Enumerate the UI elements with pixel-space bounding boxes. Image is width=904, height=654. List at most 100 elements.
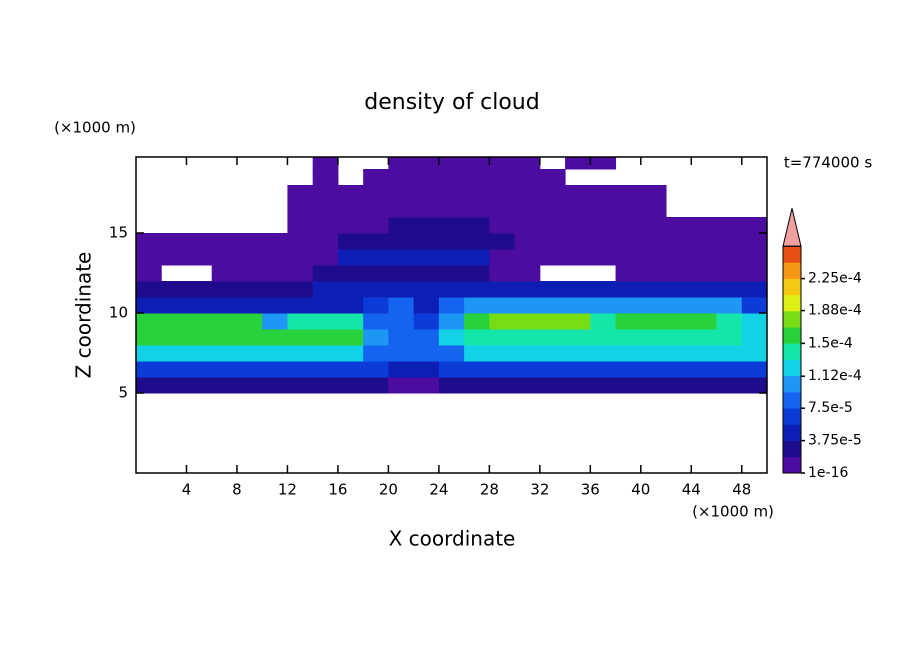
contour-cell bbox=[161, 233, 187, 250]
x-tick-label: 44 bbox=[682, 481, 701, 499]
x-unit: (×1000 m) bbox=[692, 503, 774, 521]
contour-cell bbox=[666, 249, 692, 266]
contour-cell bbox=[565, 249, 591, 266]
contour-cell bbox=[413, 361, 440, 378]
colorbar-tick-label: 1e-16 bbox=[808, 465, 848, 481]
colorbar-band bbox=[783, 424, 801, 441]
colorbar-band bbox=[783, 456, 801, 474]
x-tick-label: 32 bbox=[530, 481, 549, 499]
contour-cell bbox=[716, 265, 743, 282]
contour-cell bbox=[514, 297, 541, 314]
contour-cell bbox=[565, 377, 591, 394]
time-annotation: t=774000 s bbox=[784, 154, 872, 172]
contour-cell bbox=[640, 281, 667, 298]
contour-cell bbox=[716, 297, 743, 314]
contour-cell bbox=[262, 313, 288, 330]
contour-cell bbox=[539, 201, 566, 218]
contour-cell bbox=[388, 157, 415, 170]
colorbar-band bbox=[783, 359, 801, 377]
contour-cell bbox=[413, 201, 440, 218]
contour-cell bbox=[413, 233, 440, 250]
contour-cell bbox=[716, 249, 743, 266]
contour-cell bbox=[539, 377, 566, 394]
contour-cell bbox=[413, 249, 440, 266]
contour-cell bbox=[363, 249, 389, 266]
contour-cell bbox=[388, 265, 415, 282]
contour-cell bbox=[666, 297, 692, 314]
contour-cell bbox=[211, 313, 238, 330]
contour-cell bbox=[186, 313, 213, 330]
contour-cell bbox=[287, 185, 314, 202]
contour-cell bbox=[666, 345, 692, 362]
colorbar-band bbox=[783, 278, 801, 296]
contour-cell bbox=[211, 281, 238, 298]
contour-cell bbox=[489, 201, 516, 218]
contour-cell bbox=[161, 345, 187, 362]
contour-cell bbox=[363, 185, 389, 202]
contour-cell bbox=[211, 265, 238, 282]
contour-cell bbox=[514, 377, 541, 394]
colorbar-overflow bbox=[782, 208, 802, 247]
contour-cell bbox=[514, 329, 541, 346]
contour-cell bbox=[691, 281, 718, 298]
contour-cell bbox=[363, 281, 389, 298]
contour-cell bbox=[514, 169, 541, 186]
contour-cell bbox=[287, 201, 314, 218]
colorbar-band bbox=[783, 440, 801, 458]
contour-cell bbox=[388, 345, 415, 362]
contour-cell bbox=[565, 233, 591, 250]
contour-cell bbox=[464, 265, 490, 282]
contour-cell bbox=[337, 313, 364, 330]
contour-cell bbox=[666, 329, 692, 346]
contour-cell bbox=[363, 345, 389, 362]
contour-cell bbox=[615, 377, 642, 394]
plot-frame bbox=[135, 156, 768, 474]
contour-cell bbox=[464, 297, 490, 314]
contour-cell bbox=[136, 265, 162, 282]
contour-cell bbox=[691, 377, 718, 394]
contour-cell bbox=[615, 297, 642, 314]
contour-cell bbox=[186, 377, 213, 394]
contour-cell bbox=[161, 297, 187, 314]
contour-cell bbox=[514, 201, 541, 218]
contour-cell bbox=[211, 345, 238, 362]
contour-cell bbox=[741, 217, 767, 234]
contour-cell bbox=[489, 265, 516, 282]
contour-cell bbox=[312, 313, 339, 330]
y-tick-label: 15 bbox=[109, 224, 128, 242]
contour-cell bbox=[590, 345, 617, 362]
contour-cell bbox=[186, 329, 213, 346]
contour-cell bbox=[262, 281, 288, 298]
contour-cell bbox=[211, 297, 238, 314]
contour-cell bbox=[312, 345, 339, 362]
contour-cell bbox=[464, 329, 490, 346]
chart-title: density of cloud bbox=[364, 90, 539, 115]
contour-cell bbox=[716, 233, 743, 250]
contour-cell bbox=[691, 361, 718, 378]
contour-cell bbox=[312, 169, 339, 186]
contour-cell bbox=[236, 281, 263, 298]
contour-cell bbox=[363, 265, 389, 282]
contour-cell bbox=[287, 361, 314, 378]
contour-cell bbox=[136, 377, 162, 394]
contour-cell bbox=[716, 281, 743, 298]
contour-cell bbox=[464, 377, 490, 394]
contour-cell bbox=[236, 329, 263, 346]
colorbar-band bbox=[783, 311, 801, 328]
contour-cell bbox=[640, 233, 667, 250]
contour-cell bbox=[388, 201, 415, 218]
contour-cell bbox=[640, 201, 667, 218]
contour-cell bbox=[565, 281, 591, 298]
contour-cell bbox=[539, 185, 566, 202]
contour-cell bbox=[337, 201, 364, 218]
contour-cell bbox=[590, 361, 617, 378]
contour-cell bbox=[615, 313, 642, 330]
contour-cell bbox=[666, 281, 692, 298]
contour-cell bbox=[489, 281, 516, 298]
contour-cell bbox=[615, 201, 642, 218]
contour-cell bbox=[741, 345, 767, 362]
contour-cell bbox=[489, 169, 516, 186]
contour-cell bbox=[464, 169, 490, 186]
contour-cell bbox=[438, 281, 465, 298]
contour-cell bbox=[590, 157, 617, 170]
